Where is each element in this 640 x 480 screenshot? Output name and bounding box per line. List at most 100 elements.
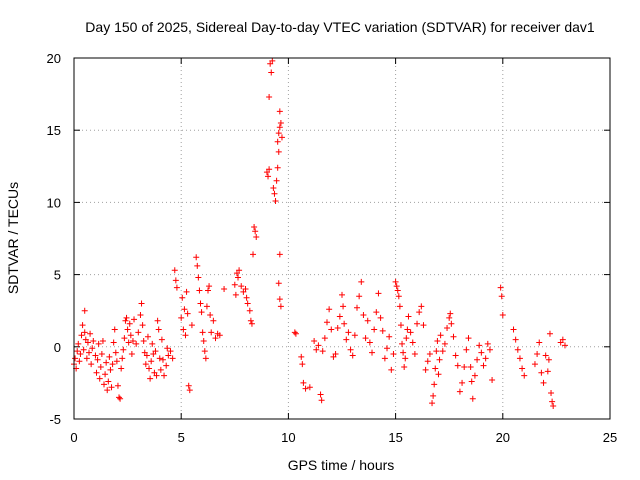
data-point — [356, 293, 363, 300]
data-point — [81, 329, 88, 336]
data-point — [340, 303, 347, 310]
data-point — [107, 366, 114, 373]
data-point — [87, 330, 94, 337]
data-point — [101, 381, 108, 388]
data-point — [158, 336, 165, 343]
data-point — [103, 359, 110, 366]
data-point — [480, 362, 487, 369]
data-point — [277, 119, 284, 126]
data-point — [351, 332, 358, 339]
data-point — [278, 134, 285, 141]
data-point — [276, 251, 283, 258]
data-point — [243, 294, 250, 301]
data-point — [232, 291, 239, 298]
data-point — [471, 372, 478, 379]
data-point — [399, 340, 406, 347]
data-point — [112, 349, 119, 356]
data-point — [199, 329, 206, 336]
data-point — [276, 124, 283, 131]
data-point — [200, 338, 207, 345]
data-point — [221, 286, 228, 293]
data-point — [424, 358, 431, 365]
data-point — [345, 329, 352, 336]
data-point — [360, 312, 367, 319]
data-point — [512, 336, 519, 343]
data-point — [404, 326, 411, 333]
data-point — [77, 351, 84, 358]
data-point — [546, 330, 553, 337]
data-point — [272, 197, 279, 204]
data-point — [388, 366, 395, 373]
data-point — [463, 346, 470, 353]
data-point — [231, 281, 238, 288]
data-point — [332, 351, 339, 358]
x-tick-label: 25 — [603, 430, 617, 445]
data-point — [414, 320, 421, 327]
data-point — [497, 284, 504, 291]
data-point — [371, 326, 378, 333]
data-point — [102, 371, 109, 378]
data-point — [131, 316, 138, 323]
data-point — [435, 371, 442, 378]
data-point — [409, 339, 416, 346]
data-point — [97, 364, 104, 371]
data-point — [172, 277, 179, 284]
data-point — [106, 353, 113, 360]
data-point — [147, 375, 154, 382]
data-point — [268, 69, 275, 76]
data-point — [271, 190, 278, 197]
data-point — [146, 365, 153, 372]
data-point — [514, 346, 521, 353]
data-point — [216, 332, 223, 339]
data-point — [244, 300, 251, 307]
data-point — [273, 177, 280, 184]
data-point — [184, 310, 191, 317]
data-point — [437, 332, 444, 339]
data-point — [72, 355, 79, 362]
data-point — [201, 348, 208, 355]
data-point — [431, 381, 438, 388]
data-point — [362, 335, 369, 342]
data-point — [109, 361, 116, 368]
data-point — [76, 358, 83, 365]
data-point — [430, 392, 437, 399]
data-point — [534, 351, 541, 358]
data-point — [121, 335, 128, 342]
data-point — [75, 340, 82, 347]
data-point — [540, 379, 547, 386]
x-axis-label: GPS time / hours — [288, 457, 395, 473]
data-point — [292, 330, 299, 337]
data-point — [114, 382, 121, 389]
data-point — [266, 93, 273, 100]
data-point — [498, 293, 505, 300]
data-point — [123, 314, 130, 321]
data-point — [276, 108, 283, 115]
data-point — [536, 339, 543, 346]
data-point — [486, 346, 493, 353]
data-point — [161, 372, 168, 379]
x-tick-label: 10 — [281, 430, 295, 445]
data-point — [318, 397, 325, 404]
data-point — [119, 355, 126, 362]
data-point — [531, 361, 538, 368]
data-point — [407, 329, 414, 336]
data-point — [403, 335, 410, 342]
data-point — [126, 320, 133, 327]
data-point — [516, 355, 523, 362]
x-tick-label: 20 — [496, 430, 510, 445]
data-point — [95, 340, 102, 347]
data-point — [446, 314, 453, 321]
data-point — [369, 349, 376, 356]
data-point — [341, 320, 348, 327]
data-point — [432, 365, 439, 372]
data-point — [433, 348, 440, 355]
data-point — [202, 355, 209, 362]
data-point — [105, 378, 112, 385]
data-point — [347, 346, 354, 353]
data-point — [434, 338, 441, 345]
data-point — [153, 372, 160, 379]
data-point — [149, 340, 156, 347]
data-point — [208, 329, 215, 336]
y-tick-label: 15 — [47, 123, 61, 138]
